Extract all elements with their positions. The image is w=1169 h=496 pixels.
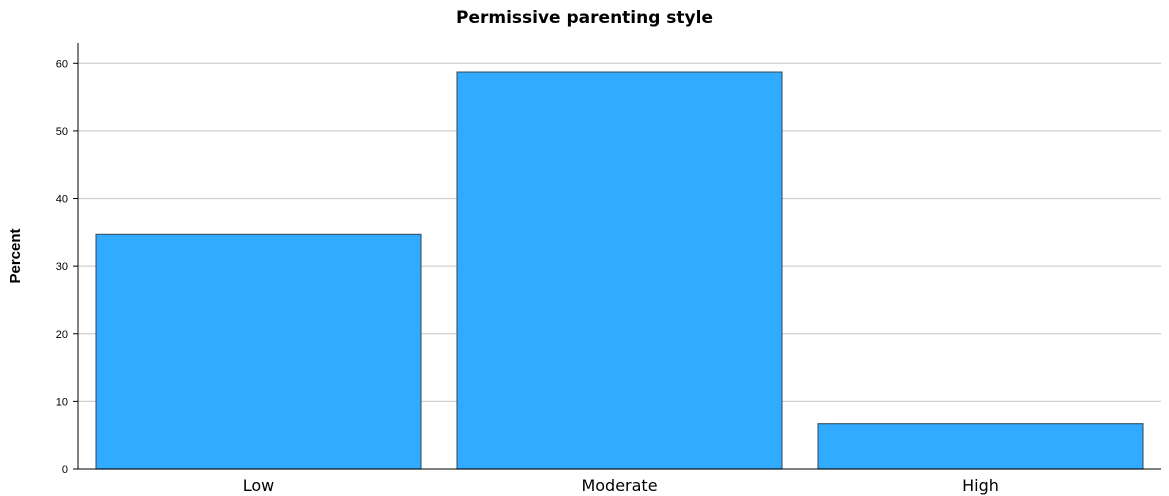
x-tick-label: High (962, 476, 999, 495)
y-tick-label: 10 (56, 396, 68, 408)
axes (73, 43, 1161, 470)
bar-moderate (456, 71, 783, 470)
y-tick-label: 60 (56, 58, 68, 70)
x-tick-label: Moderate (581, 476, 657, 495)
bar-high (817, 423, 1144, 470)
y-tick-label: 20 (56, 329, 68, 341)
y-tick-label: 30 (56, 261, 68, 273)
chart-title: Permissive parenting style (456, 8, 713, 28)
x-tick-labels: Low Moderate High (243, 476, 999, 495)
y-tick-labels: 0 10 20 30 40 50 60 (56, 58, 68, 476)
x-tick-label: Low (243, 476, 275, 495)
bars (95, 71, 1144, 470)
y-tick-label: 0 (62, 464, 68, 476)
y-axis-label: Percent (7, 228, 24, 283)
bar-low (95, 233, 422, 470)
y-tick-label: 40 (56, 194, 68, 206)
y-tick-label: 50 (56, 126, 68, 138)
